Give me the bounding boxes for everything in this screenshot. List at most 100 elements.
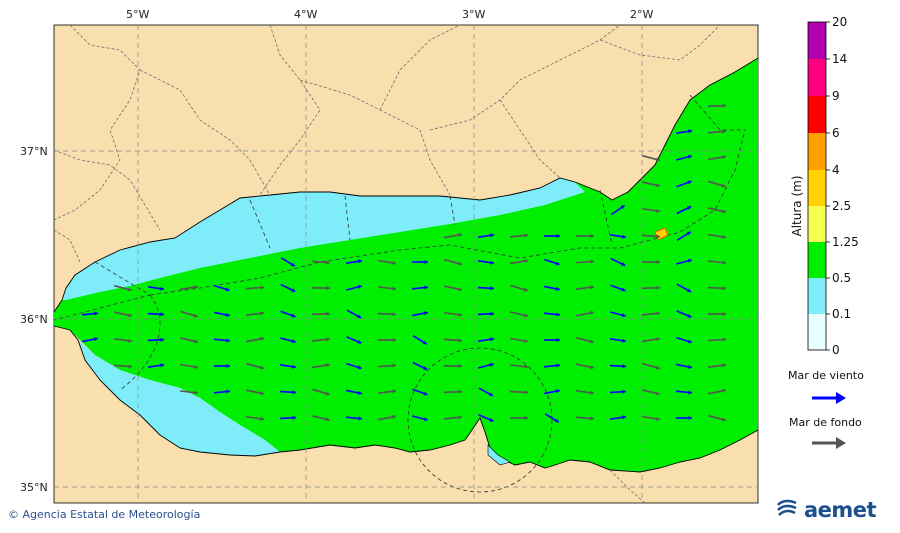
swell-arrow [246, 362, 264, 370]
wind-sea-arrow [609, 415, 627, 420]
swell-arrow [245, 311, 265, 316]
swell-arrow [509, 337, 529, 343]
wind-sea-arrow [81, 311, 99, 316]
wind-sea-arrow [543, 363, 561, 368]
wind-sea-arrow [412, 335, 428, 345]
wind-sea-arrow [214, 363, 230, 369]
wind-sea-arrow [477, 260, 495, 265]
wind-sea-arrow [544, 233, 560, 239]
swell-arrow [575, 285, 595, 290]
swell-arrow [180, 310, 198, 318]
legend-swell-arrow [812, 437, 846, 449]
wind-sea-arrow [676, 258, 692, 265]
wind-sea-arrow [412, 259, 428, 265]
wind-sea-arrow [280, 257, 296, 267]
lat-tick-label: 36°N [20, 313, 48, 326]
wind-sea-arrow [279, 390, 297, 395]
swell-arrow [377, 286, 397, 291]
swell-arrow [444, 232, 462, 239]
wind-sea-arrow [610, 311, 626, 318]
swell-arrow [311, 286, 331, 291]
swell-arrow [180, 337, 198, 344]
wind-sea-arrow [411, 285, 429, 290]
swell-arrow [707, 286, 727, 291]
colorbar-seg-8 [808, 22, 826, 59]
swell-arrow [707, 311, 727, 317]
wind-sea-arrow [676, 154, 692, 161]
colorbar-level: 0.5 [832, 271, 851, 285]
swell-arrow [707, 129, 727, 134]
swell-arrow [708, 180, 726, 188]
wind-sea-arrow [412, 415, 428, 422]
swell-arrow [179, 363, 199, 369]
swell-arrow [246, 389, 264, 396]
aemet-logo: aemet [776, 498, 877, 524]
wind-sea-arrow [214, 311, 230, 317]
wind-sea-arrow [675, 390, 693, 395]
swell-arrow [708, 414, 726, 422]
wind-sea-arrow [610, 284, 626, 292]
colorbar-title: Altura (m) [790, 175, 804, 236]
swell-arrow [707, 337, 727, 342]
south-coastline [53, 325, 759, 473]
north-coastline [53, 57, 759, 313]
swell-arrow [641, 337, 661, 343]
wind-sea-arrow [478, 387, 494, 397]
colorbar-seg-6 [808, 96, 826, 133]
wind-sea-arrow [676, 415, 692, 421]
wind-sea-arrow [346, 336, 362, 344]
legend-wind-sea-label: Mar de viento [788, 369, 864, 382]
wind-sea-arrow [544, 258, 560, 266]
lat-tick-label: 35°N [20, 481, 48, 494]
swell-arrow [114, 311, 132, 318]
wind-sea-arrow [147, 337, 165, 342]
wind-sea-arrow [676, 310, 692, 318]
swell-arrow [443, 338, 463, 343]
swell-arrow [641, 234, 661, 239]
swell-arrow [509, 364, 529, 369]
swell-arrow [641, 260, 661, 265]
colorbar: 0 0.1 0.5 1.25 2.5 4 6 9 14 20 Altura (m… [790, 15, 859, 357]
swell-arrow [641, 311, 661, 316]
swell-arrow [708, 388, 726, 395]
wind-sea-arrow [345, 259, 363, 264]
wind-sea-arrow [279, 415, 297, 420]
legend-wind-sea-arrow [812, 392, 846, 404]
lon-tick-label: 4°W [294, 8, 317, 21]
swell-arrow [707, 103, 727, 108]
wind-sea-arrow [676, 283, 692, 293]
swell-arrow [642, 389, 660, 396]
wind-sea-arrow [544, 413, 560, 423]
swell-arrow [707, 233, 727, 239]
colorbar-seg-0 [808, 314, 826, 350]
swell-arrow [510, 284, 528, 292]
wind-sea-arrow [478, 362, 494, 369]
swell-arrow [113, 364, 133, 369]
wind-sea-arrow [346, 309, 362, 319]
swell-arrow [179, 390, 199, 395]
wind-sea-arrow [610, 257, 626, 267]
swell-arrow [245, 415, 265, 421]
colorbar-seg-5 [808, 133, 826, 170]
wind-sea-arrow [280, 310, 296, 318]
swell-arrow [576, 336, 594, 344]
swell-arrow [311, 363, 331, 369]
aemet-logo-text: aemet [804, 498, 877, 522]
swell-arrow [312, 415, 330, 422]
wind-sea-arrow [609, 364, 627, 369]
swell-arrow [510, 311, 528, 318]
wind-sea-arrow [280, 337, 296, 344]
wind-sea-arrow [346, 284, 362, 291]
colorbar-seg-7 [808, 59, 826, 96]
aemet-logo-icon [776, 499, 800, 524]
lon-tick-label: 3°W [462, 8, 485, 21]
swell-arrow [642, 181, 660, 188]
colorbar-level: 20 [832, 15, 847, 29]
swell-arrow [311, 260, 331, 265]
wind-sea-arrow [676, 180, 692, 188]
swell-arrow [575, 233, 595, 239]
admin-borders [53, 24, 721, 504]
wind-sea-arrow [147, 286, 165, 291]
wind-sea-arrow [609, 234, 627, 239]
wind-sea-arrow [676, 336, 692, 344]
